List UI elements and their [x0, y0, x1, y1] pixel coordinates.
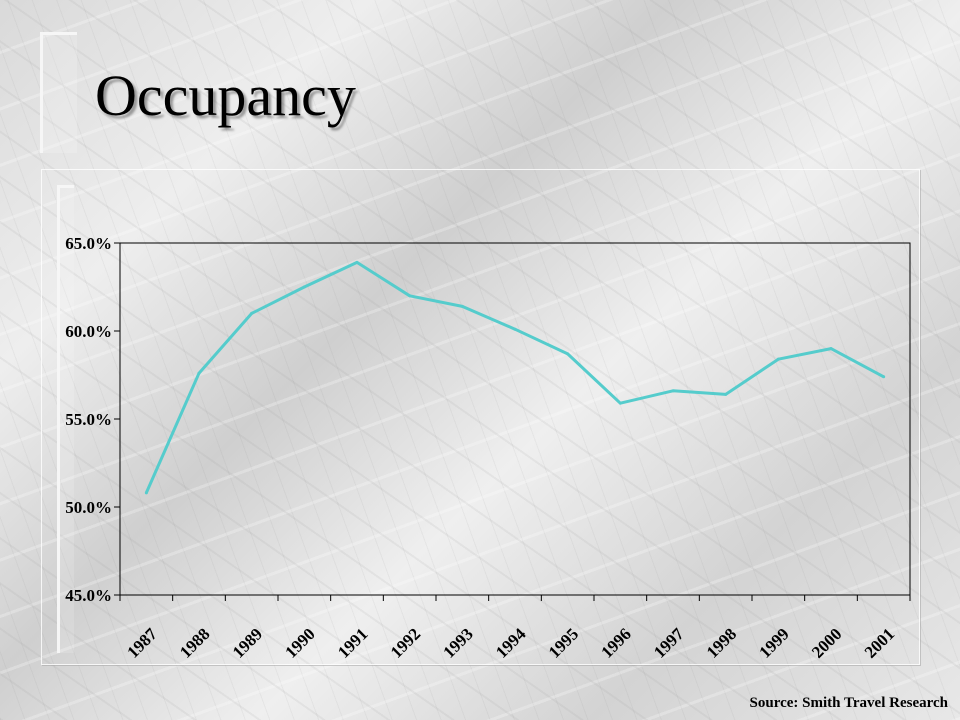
data-point: [724, 392, 728, 396]
data-point: [408, 294, 412, 298]
data-point: [197, 371, 201, 375]
x-tick-label: 1987: [123, 624, 161, 662]
data-point: [776, 357, 780, 361]
data-point: [144, 491, 148, 495]
x-tick-label: 1995: [545, 624, 582, 661]
x-tick-label: 1994: [492, 624, 530, 662]
data-point: [882, 375, 886, 379]
x-tick-label: 1997: [650, 624, 688, 662]
data-point: [250, 311, 254, 315]
x-tick-label: 2001: [861, 624, 898, 661]
data-point: [513, 327, 517, 331]
data-point: [618, 401, 622, 405]
source-note: Source: Smith Travel Research: [749, 695, 948, 711]
data-point: [302, 285, 306, 289]
x-tick-label: 1998: [703, 624, 740, 661]
data-point: [671, 389, 675, 393]
x-tick-label: 1999: [755, 624, 792, 661]
x-tick-label: 1993: [439, 624, 476, 661]
y-tick-label: 55.0%: [65, 410, 112, 429]
x-tick-label: 2000: [808, 624, 845, 661]
x-tick-label: 1990: [281, 624, 318, 661]
x-tick-label: 1988: [176, 624, 213, 661]
x-tick-label: 1991: [334, 624, 371, 661]
x-tick-label: 1992: [387, 624, 424, 661]
y-tick-label: 60.0%: [65, 322, 112, 341]
plot-border: [119, 242, 911, 596]
title-accent-bar: [40, 32, 77, 153]
data-point: [566, 352, 570, 356]
x-tick-label: 1996: [597, 624, 634, 661]
series-line: [144, 260, 885, 494]
data-point: [829, 347, 833, 351]
y-tick-label: 65.0%: [65, 234, 112, 253]
plot-area: 45.0% 50.0% 55.0% 60.0% 65.0% 1987 1988 1989 199…: [65, 234, 911, 662]
slide-title: Occupancy: [95, 63, 356, 128]
y-tick-label: 50.0%: [65, 498, 112, 517]
x-tick-label: 1989: [229, 624, 266, 661]
data-point: [355, 260, 359, 264]
chart-accent-bar: [57, 185, 74, 653]
data-point: [460, 304, 464, 308]
y-tick-label: 45.0%: [65, 586, 112, 605]
chart-frame: [41, 169, 920, 665]
